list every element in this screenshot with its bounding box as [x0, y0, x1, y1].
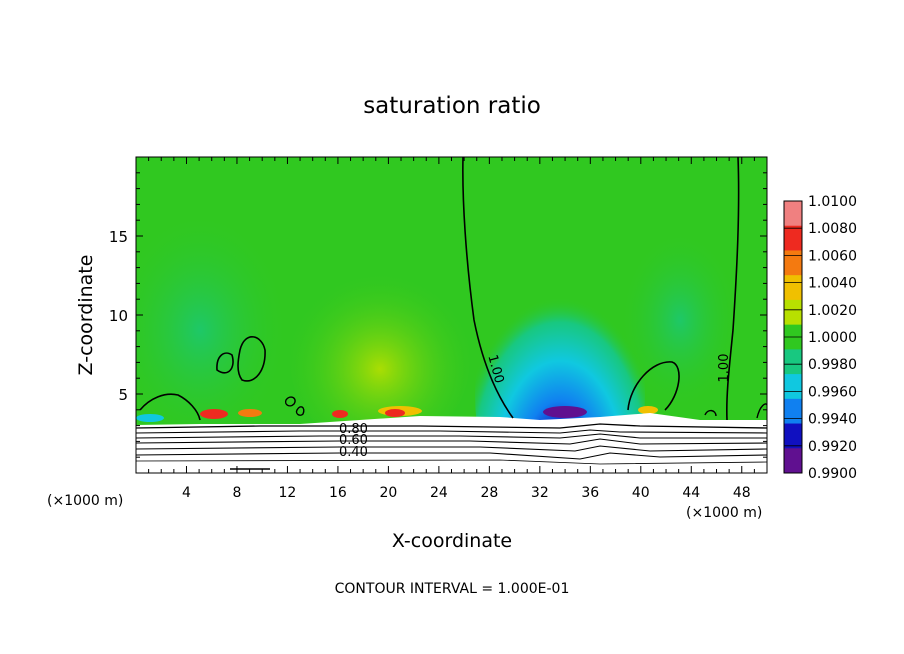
field-lightgreen-band	[620, 230, 740, 410]
colorbar-label: 1.0000	[808, 330, 857, 346]
contour-interval-footer: CONTOUR INTERVAL = 1.000E-01	[335, 581, 570, 597]
x-unit-label-left: (×1000 m)	[47, 493, 123, 509]
x-unit-label-right: (×1000 m)	[686, 505, 762, 521]
y-axis: 5 10 15	[109, 172, 767, 458]
contour-label: 0.80	[339, 422, 368, 437]
y-tick-label: 10	[109, 307, 128, 325]
field-high-patch	[385, 409, 405, 417]
field-low-region	[475, 255, 645, 473]
y-axis-label: Z-coordinate	[75, 255, 97, 376]
x-tick-label: 12	[279, 485, 297, 501]
colorbar-label: 0.9900	[808, 466, 857, 482]
field-low-patch	[543, 406, 587, 418]
contour-line	[136, 452, 767, 460]
chart-title: saturation ratio	[363, 93, 541, 119]
colorbar-swatch	[784, 448, 802, 474]
colorbar-swatch	[784, 299, 802, 326]
x-tick-label: 48	[733, 485, 751, 501]
contour-line	[216, 352, 234, 374]
contour-line	[726, 157, 740, 421]
contour-line	[136, 445, 767, 452]
field-high-patch	[332, 410, 348, 418]
colorbar-swatch	[784, 423, 802, 449]
contour-line	[136, 438, 767, 445]
colorbar-label: 1.0060	[808, 248, 857, 264]
colorbar-swatch	[784, 349, 802, 375]
x-tick-label: 44	[682, 485, 700, 501]
contour-line	[704, 409, 717, 417]
field-high-patch	[238, 409, 262, 417]
colorbar-swatch	[784, 201, 802, 227]
field-high-patch	[200, 409, 228, 419]
colorbar-swatch	[784, 250, 802, 276]
contour-line	[237, 336, 266, 382]
x-tick-label: 40	[632, 485, 650, 501]
x-tick-label: 28	[480, 485, 498, 501]
colorbar-swatch	[784, 374, 802, 400]
x-tick-label: 36	[581, 485, 599, 501]
colorbar-swatch	[784, 275, 802, 301]
colorbar-label: 0.9960	[808, 384, 857, 400]
field-lightgreen-band	[290, 270, 470, 450]
colorbar-label: 0.9920	[808, 439, 857, 455]
x-tick-label: 32	[531, 485, 549, 501]
x-axis: 4 8 12 16 20 24 28 32 36 40 44 48	[148, 157, 755, 501]
contour-label: 0.40	[339, 445, 368, 460]
x-tick-label: 20	[379, 485, 397, 501]
field-low-patch	[136, 414, 164, 422]
colorbar-label: 1.0080	[808, 221, 857, 237]
contour-line	[136, 433, 767, 439]
colorbar-swatch	[784, 225, 802, 251]
field-high-patch	[638, 406, 658, 414]
colorbar-label: 1.0100	[808, 194, 857, 210]
contour-line	[627, 361, 680, 411]
contour-label: 0.60	[339, 433, 368, 448]
contour-label: 1.00	[484, 353, 506, 385]
colorbar-label: 1.0020	[808, 303, 857, 319]
colorbar-label: 0.9940	[808, 412, 857, 428]
x-tick-label: 4	[182, 485, 191, 501]
contour-line	[139, 393, 201, 421]
contour-lines	[136, 157, 767, 470]
contour-line	[136, 459, 767, 465]
contour-line	[136, 423, 767, 429]
x-tick-label: 16	[329, 485, 347, 501]
y-tick-label: 5	[118, 386, 128, 404]
x-axis-label: X-coordinate	[392, 530, 512, 552]
y-tick-label: 15	[109, 228, 128, 246]
x-tick-label: 8	[232, 485, 241, 501]
colorbar-label: 0.9980	[808, 357, 857, 373]
field-unsaturated-layer	[136, 413, 767, 473]
contour-line	[295, 406, 305, 416]
colorbar-label: 1.0040	[808, 276, 857, 292]
contour-label: 1.00	[717, 354, 732, 383]
colorbar: 1.0100 1.0080 1.0060 1.0040 1.0020 1.0000 0.99…	[783, 194, 857, 482]
x-tick-label: 24	[430, 485, 448, 501]
field-lightgreen-band	[136, 210, 290, 450]
plot-area: 1.00 1.00 0.80 0.60 0.40	[136, 157, 767, 473]
contour-line	[462, 157, 514, 419]
colorbar-swatch	[784, 398, 802, 425]
contour-line	[284, 396, 296, 407]
contour-line	[136, 429, 767, 434]
